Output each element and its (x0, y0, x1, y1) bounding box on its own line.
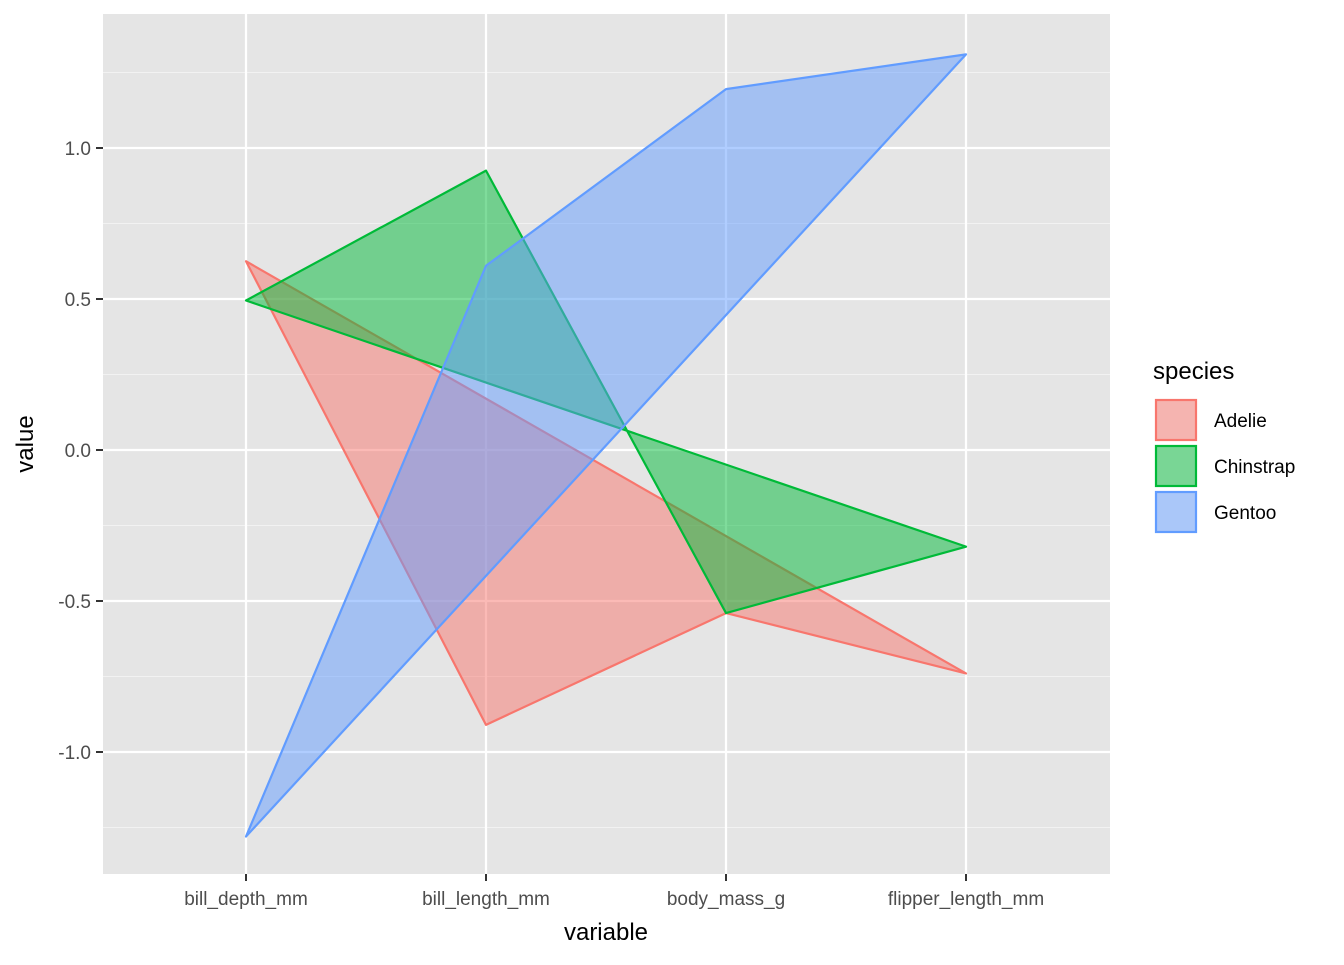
x-axis: bill_depth_mm bill_length_mm body_mass_g fl… (184, 874, 1044, 910)
legend-label: Adelie (1214, 411, 1267, 432)
x-tick-label: bill_depth_mm (184, 889, 308, 910)
legend-label: Gentoo (1214, 503, 1276, 524)
legend-label: Chinstrap (1214, 457, 1295, 478)
y-tick-label: 1.0 (65, 139, 91, 160)
series-polygon-chinstrap (244, 169, 968, 615)
legend-items: Adelie Chinstrap Gentoo (1154, 398, 1295, 534)
legend-key-adelie (1154, 398, 1198, 442)
legend-key-gentoo (1154, 490, 1198, 534)
y-tick-label: 0.5 (65, 290, 91, 311)
legend-title: species (1153, 358, 1234, 385)
y-tick-label: -1.0 (58, 743, 91, 764)
legend-key-chinstrap (1154, 444, 1198, 488)
x-tick-label: body_mass_g (667, 889, 785, 910)
series-polygon-gentoo (244, 53, 968, 838)
y-axis: 1.0 0.5 0.0 -0.5 -1.0 (58, 139, 103, 764)
x-tick-label: flipper_length_mm (888, 889, 1044, 910)
y-tick-label: -0.5 (58, 592, 91, 613)
legend: species Adelie Chinstrap Gentoo (1153, 358, 1295, 534)
x-axis-label: variable (564, 919, 648, 946)
x-tick-label: bill_length_mm (422, 889, 550, 910)
series-polygons (244, 53, 968, 838)
y-tick-label: 0.0 (65, 441, 91, 462)
y-axis-label: value (12, 415, 39, 472)
